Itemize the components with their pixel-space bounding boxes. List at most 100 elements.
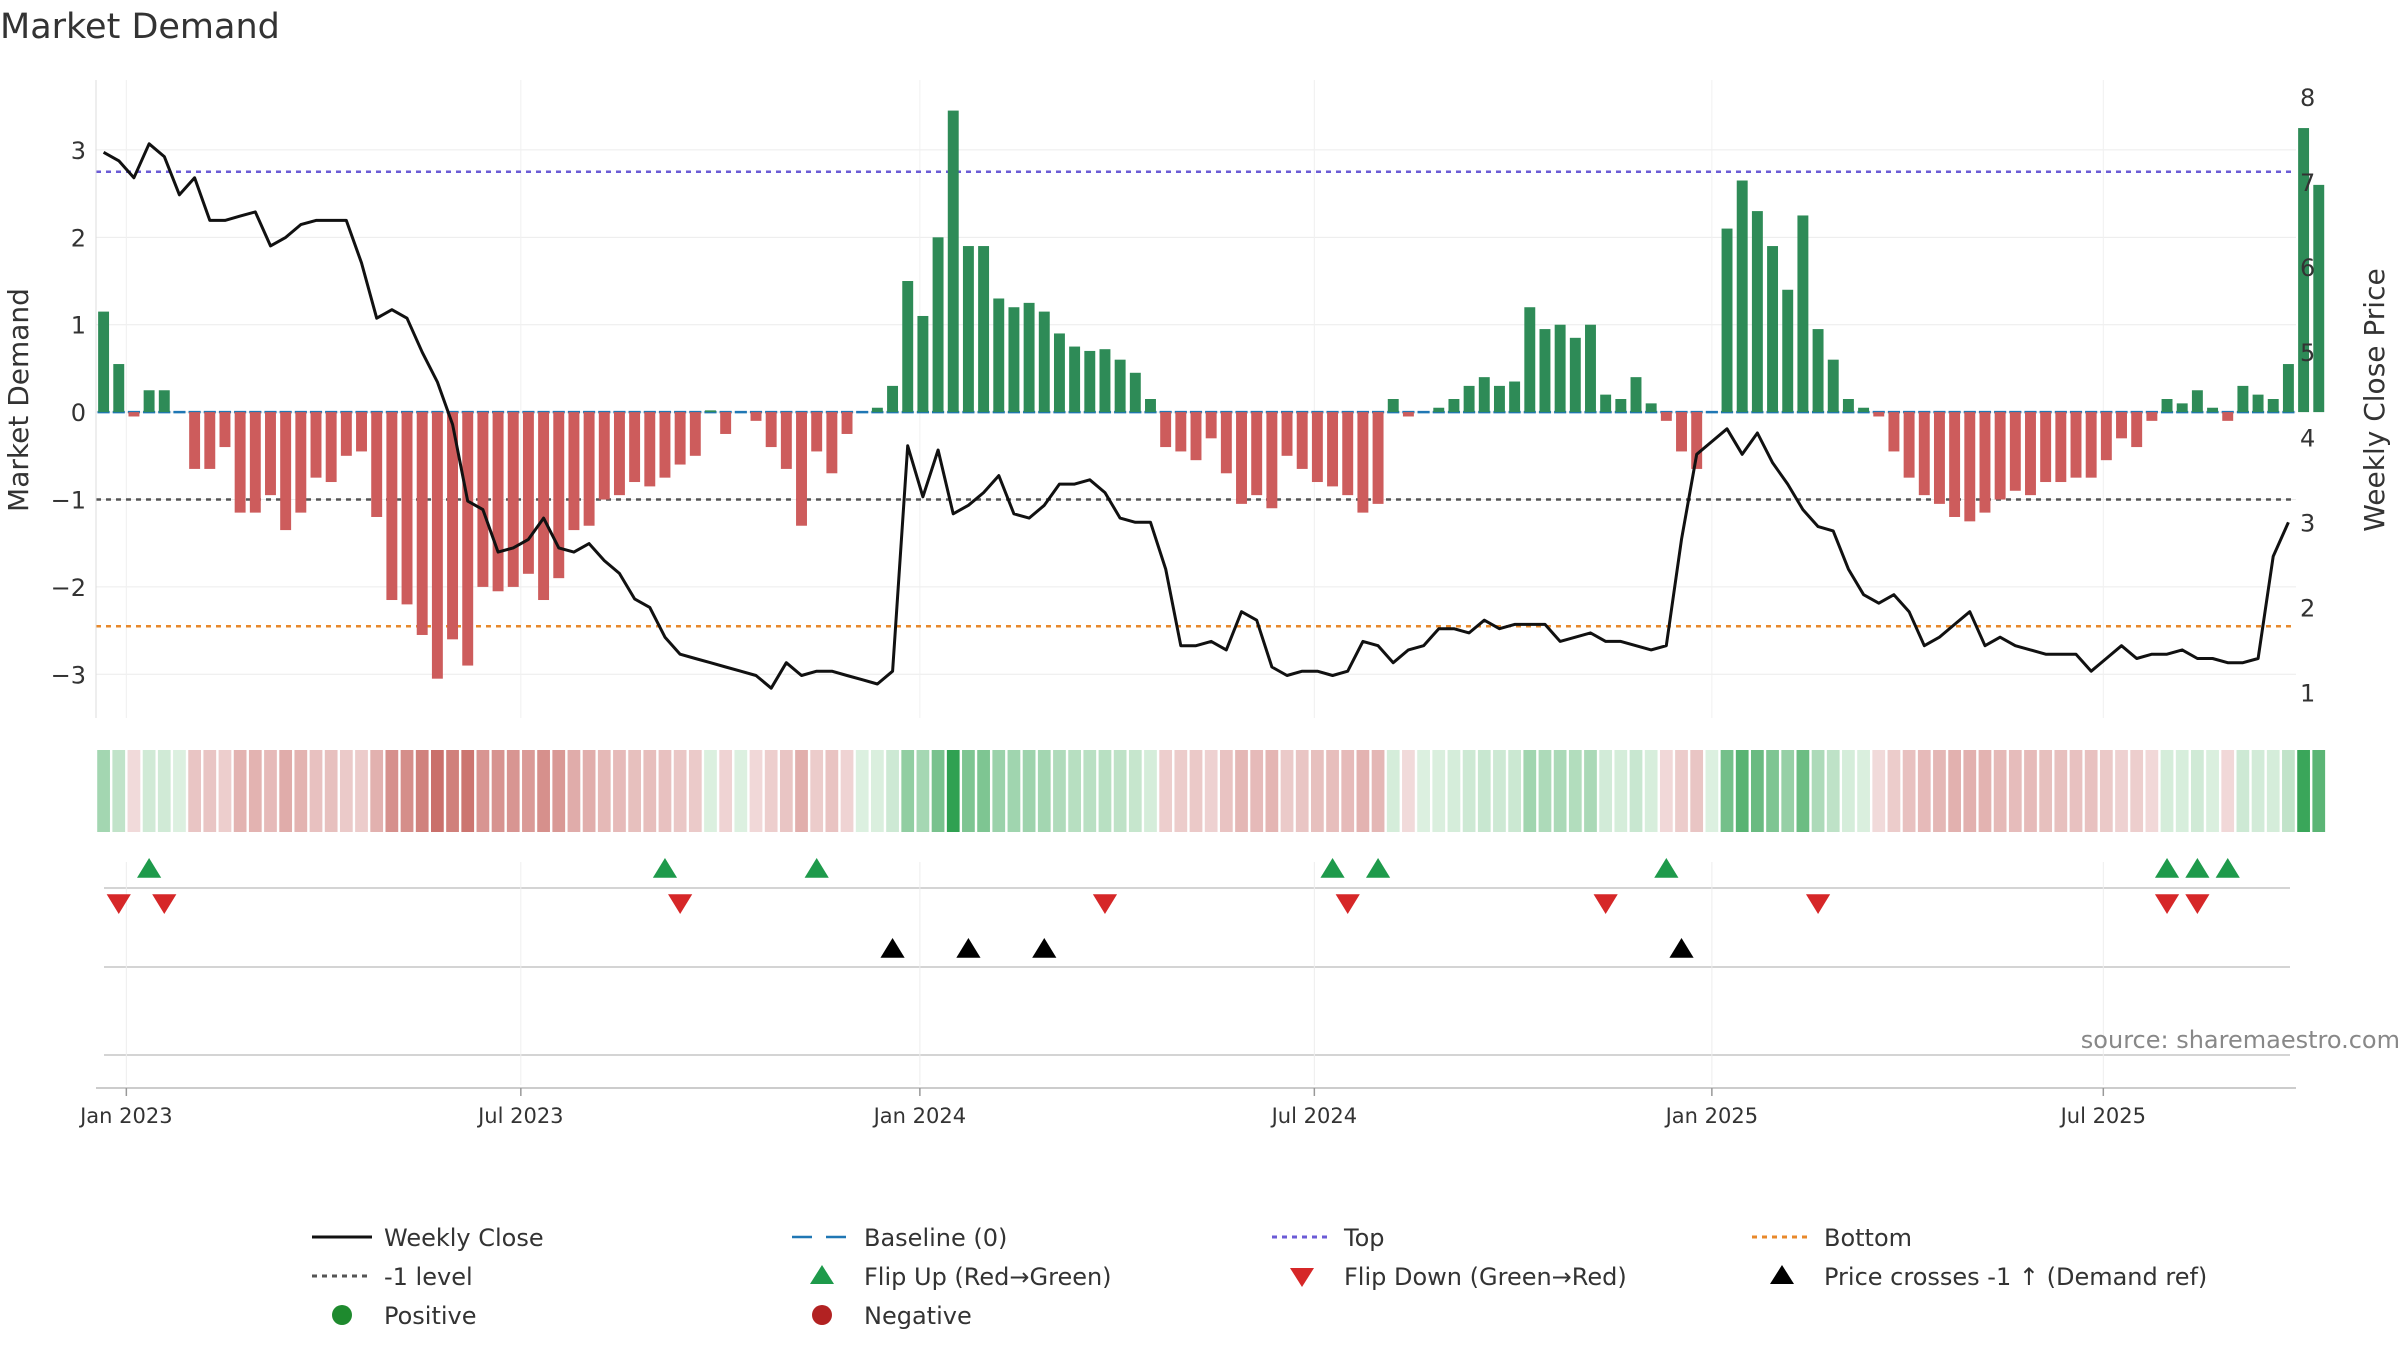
- legend-label: Baseline (0): [864, 1224, 1007, 1252]
- demand-bar: [401, 412, 413, 605]
- heat-cell: [355, 750, 368, 832]
- left-axis-ticks: 3 2 1 0 −1 −2 −3: [51, 137, 86, 689]
- heat-cell: [1599, 750, 1613, 832]
- flip-up-marker: [2215, 858, 2240, 878]
- heat-cell: [855, 750, 869, 832]
- demand-bar: [1873, 412, 1885, 417]
- demand-bar: [1858, 407, 1870, 413]
- demand-bar: [1220, 412, 1232, 474]
- flip-up-marker: [137, 858, 162, 878]
- heat-cell: [1417, 750, 1430, 832]
- demand-bar: [1676, 412, 1687, 452]
- heat-cell: [248, 750, 262, 832]
- demand-bar: [2085, 412, 2097, 478]
- demand-bar: [1721, 228, 1733, 413]
- demand-bar: [128, 412, 140, 417]
- heat-cell: [658, 750, 672, 832]
- heat-cell: [537, 750, 550, 832]
- demand-bar: [2298, 128, 2310, 413]
- legend-label: Flip Up (Red→Green): [864, 1263, 1112, 1291]
- heat-cell: [2084, 750, 2098, 832]
- heat-cell: [2266, 750, 2280, 832]
- demand-bar: [1600, 394, 1612, 413]
- heat-cell: [1857, 750, 1870, 832]
- demand-bar: [1964, 412, 1976, 522]
- demand-bar: [1994, 412, 2006, 500]
- demand-bar: [477, 412, 489, 587]
- demand-bar: [2025, 412, 2036, 496]
- legend-label: Weekly Close: [384, 1224, 544, 1252]
- heat-cell: [1098, 750, 1112, 832]
- demand-bar: [1145, 399, 1156, 413]
- demand-bar: [158, 390, 170, 413]
- right-tick-label: 6: [2300, 254, 2315, 282]
- demand-bar: [962, 246, 974, 413]
- heat-cell: [1159, 750, 1173, 832]
- heat-cell: [2221, 750, 2235, 832]
- heat-cell: [1614, 750, 1628, 832]
- legend-item: Price crosses -1 ↑ (Demand ref): [1770, 1263, 2207, 1291]
- right-tick-label: 7: [2300, 169, 2315, 197]
- flip-up-marker: [1365, 858, 1391, 878]
- heat-cell: [1204, 750, 1218, 832]
- flip-up-marker: [1320, 858, 1345, 878]
- demand-bar: [2131, 412, 2143, 448]
- legend-swatch: [1290, 1268, 1314, 1287]
- demand-bar: [993, 298, 1005, 413]
- heat-cell: [1811, 750, 1825, 832]
- heat-cell: [1022, 750, 1036, 832]
- heat-cell: [1538, 750, 1552, 832]
- demand-bar: [2313, 184, 2325, 413]
- demand-bar: [1524, 307, 1536, 413]
- heat-cell: [1568, 750, 1582, 832]
- demand-bar: [462, 412, 474, 666]
- demand-bar: [613, 412, 625, 496]
- legend-item: Positive: [332, 1302, 477, 1330]
- heat-cell: [1978, 750, 1992, 832]
- demand-bar: [1630, 377, 1642, 413]
- demand-bar: [2252, 394, 2264, 413]
- demand-bar: [1281, 412, 1293, 456]
- right-axis-label: Weekly Close Price: [2358, 268, 2391, 531]
- heat-cell: [1477, 750, 1491, 832]
- flip-up-marker: [2154, 858, 2180, 878]
- left-tick-label: −3: [51, 661, 86, 689]
- heat-cell: [1963, 750, 1977, 832]
- heat-cell: [1902, 750, 1916, 832]
- heat-cell: [567, 750, 581, 832]
- demand-bar: [371, 412, 383, 517]
- demand-bar: [1691, 412, 1703, 469]
- demand-bar: [1296, 412, 1308, 469]
- heat-cell: [1386, 750, 1400, 832]
- demand-bar: [295, 412, 307, 513]
- left-tick-label: −1: [51, 487, 86, 515]
- demand-bar: [841, 412, 853, 434]
- flip-down-marker: [106, 894, 131, 914]
- demand-bar: [629, 412, 641, 483]
- demand-bar: [507, 412, 519, 587]
- demand-bar: [325, 412, 337, 483]
- flip-up-marker: [2185, 858, 2210, 878]
- right-tick-label: 4: [2300, 424, 2315, 452]
- demand-bar: [1569, 337, 1581, 413]
- heat-cell: [673, 750, 687, 832]
- demand-bar: [1251, 412, 1263, 496]
- heat-cell: [977, 750, 990, 832]
- heat-cell: [1295, 750, 1309, 832]
- heat-cell: [1917, 750, 1931, 832]
- demand-bar: [1812, 329, 1824, 413]
- heat-cell: [1280, 750, 1294, 832]
- demand-bar: [2267, 399, 2279, 413]
- legend-item: -1 level: [312, 1263, 473, 1291]
- heat-cell: [2099, 750, 2113, 832]
- legend-item: Baseline (0): [792, 1224, 1007, 1252]
- demand-bar: [1236, 412, 1247, 504]
- left-tick-label: 3: [71, 137, 86, 165]
- heat-cell: [506, 750, 520, 832]
- demand-bar: [2055, 412, 2067, 483]
- demand-bar: [2100, 412, 2112, 461]
- right-tick-label: 1: [2300, 679, 2315, 707]
- demand-bar: [2191, 390, 2203, 413]
- demand-bar: [1190, 412, 1202, 461]
- right-tick-label: 5: [2300, 339, 2315, 367]
